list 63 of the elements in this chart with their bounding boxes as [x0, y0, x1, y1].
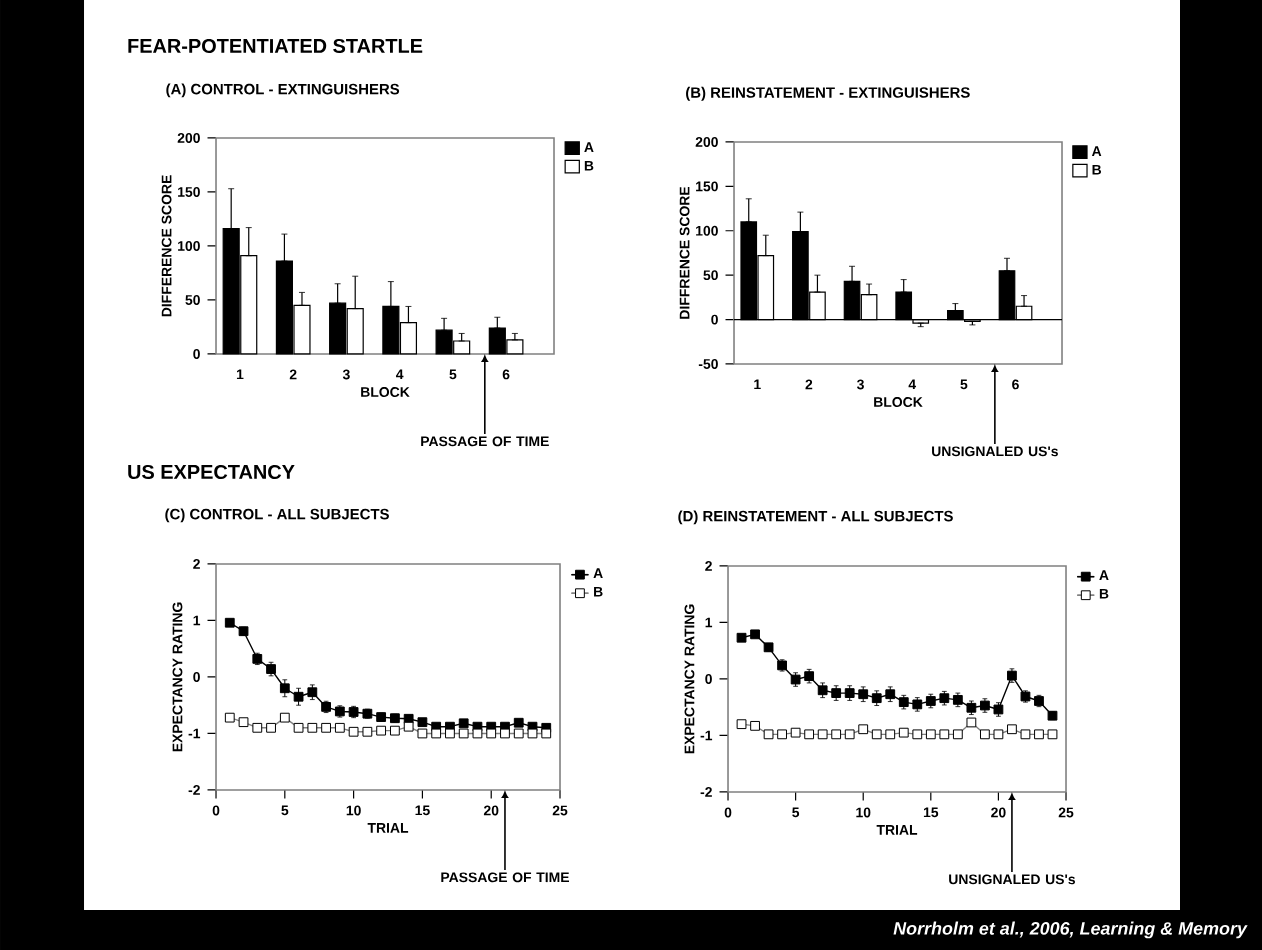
point: [966, 717, 977, 728]
point: [750, 720, 760, 731]
point: [500, 728, 510, 739]
point: [279, 683, 290, 694]
point: [790, 727, 801, 738]
point: [952, 729, 963, 740]
point: [224, 712, 235, 723]
point: [403, 721, 414, 732]
point: [993, 729, 1004, 740]
point: [293, 722, 304, 733]
point: [458, 718, 469, 729]
point: [939, 693, 950, 704]
point: [252, 722, 263, 733]
point: [472, 728, 483, 739]
point: [417, 728, 428, 739]
point: [1007, 724, 1017, 735]
point: [279, 712, 290, 723]
point: [1020, 729, 1031, 740]
point: [238, 717, 249, 728]
point: [431, 728, 442, 739]
point: [1034, 729, 1044, 740]
point: [486, 728, 497, 739]
point: [541, 728, 552, 739]
point: [804, 729, 815, 740]
point: [334, 722, 345, 733]
point: [817, 729, 828, 740]
point: [445, 728, 455, 739]
point: [348, 726, 359, 737]
point: [527, 728, 538, 739]
text: FEAR-POTENTIATED STARTLE: [128, 38, 423, 54]
point: [224, 617, 235, 628]
text: Norrholm et al., 2006, Learning & Memory: [893, 921, 1248, 939]
point: [293, 691, 304, 702]
point: [871, 693, 882, 704]
point: [763, 729, 774, 740]
point: [736, 719, 747, 730]
point: [376, 725, 387, 736]
point: [362, 726, 373, 737]
point: [898, 727, 909, 738]
point: [980, 729, 990, 740]
point: [844, 729, 855, 740]
point: [777, 729, 787, 740]
point: [376, 712, 387, 722]
point: [925, 729, 936, 740]
point: [513, 717, 524, 728]
point: [939, 729, 950, 740]
point: [513, 728, 524, 739]
point: [885, 729, 896, 740]
point: [736, 632, 747, 643]
point: [952, 694, 963, 705]
point: [417, 717, 428, 728]
point: [1047, 729, 1058, 740]
text: US EXPECTANCY: [128, 464, 295, 480]
point: [321, 722, 331, 733]
point: [266, 722, 276, 733]
point: [912, 729, 923, 740]
point: [817, 685, 828, 696]
point: [390, 725, 400, 736]
point: [858, 724, 869, 735]
point: [871, 729, 882, 740]
point: [458, 728, 469, 739]
point: [831, 729, 842, 740]
point: [307, 722, 318, 733]
